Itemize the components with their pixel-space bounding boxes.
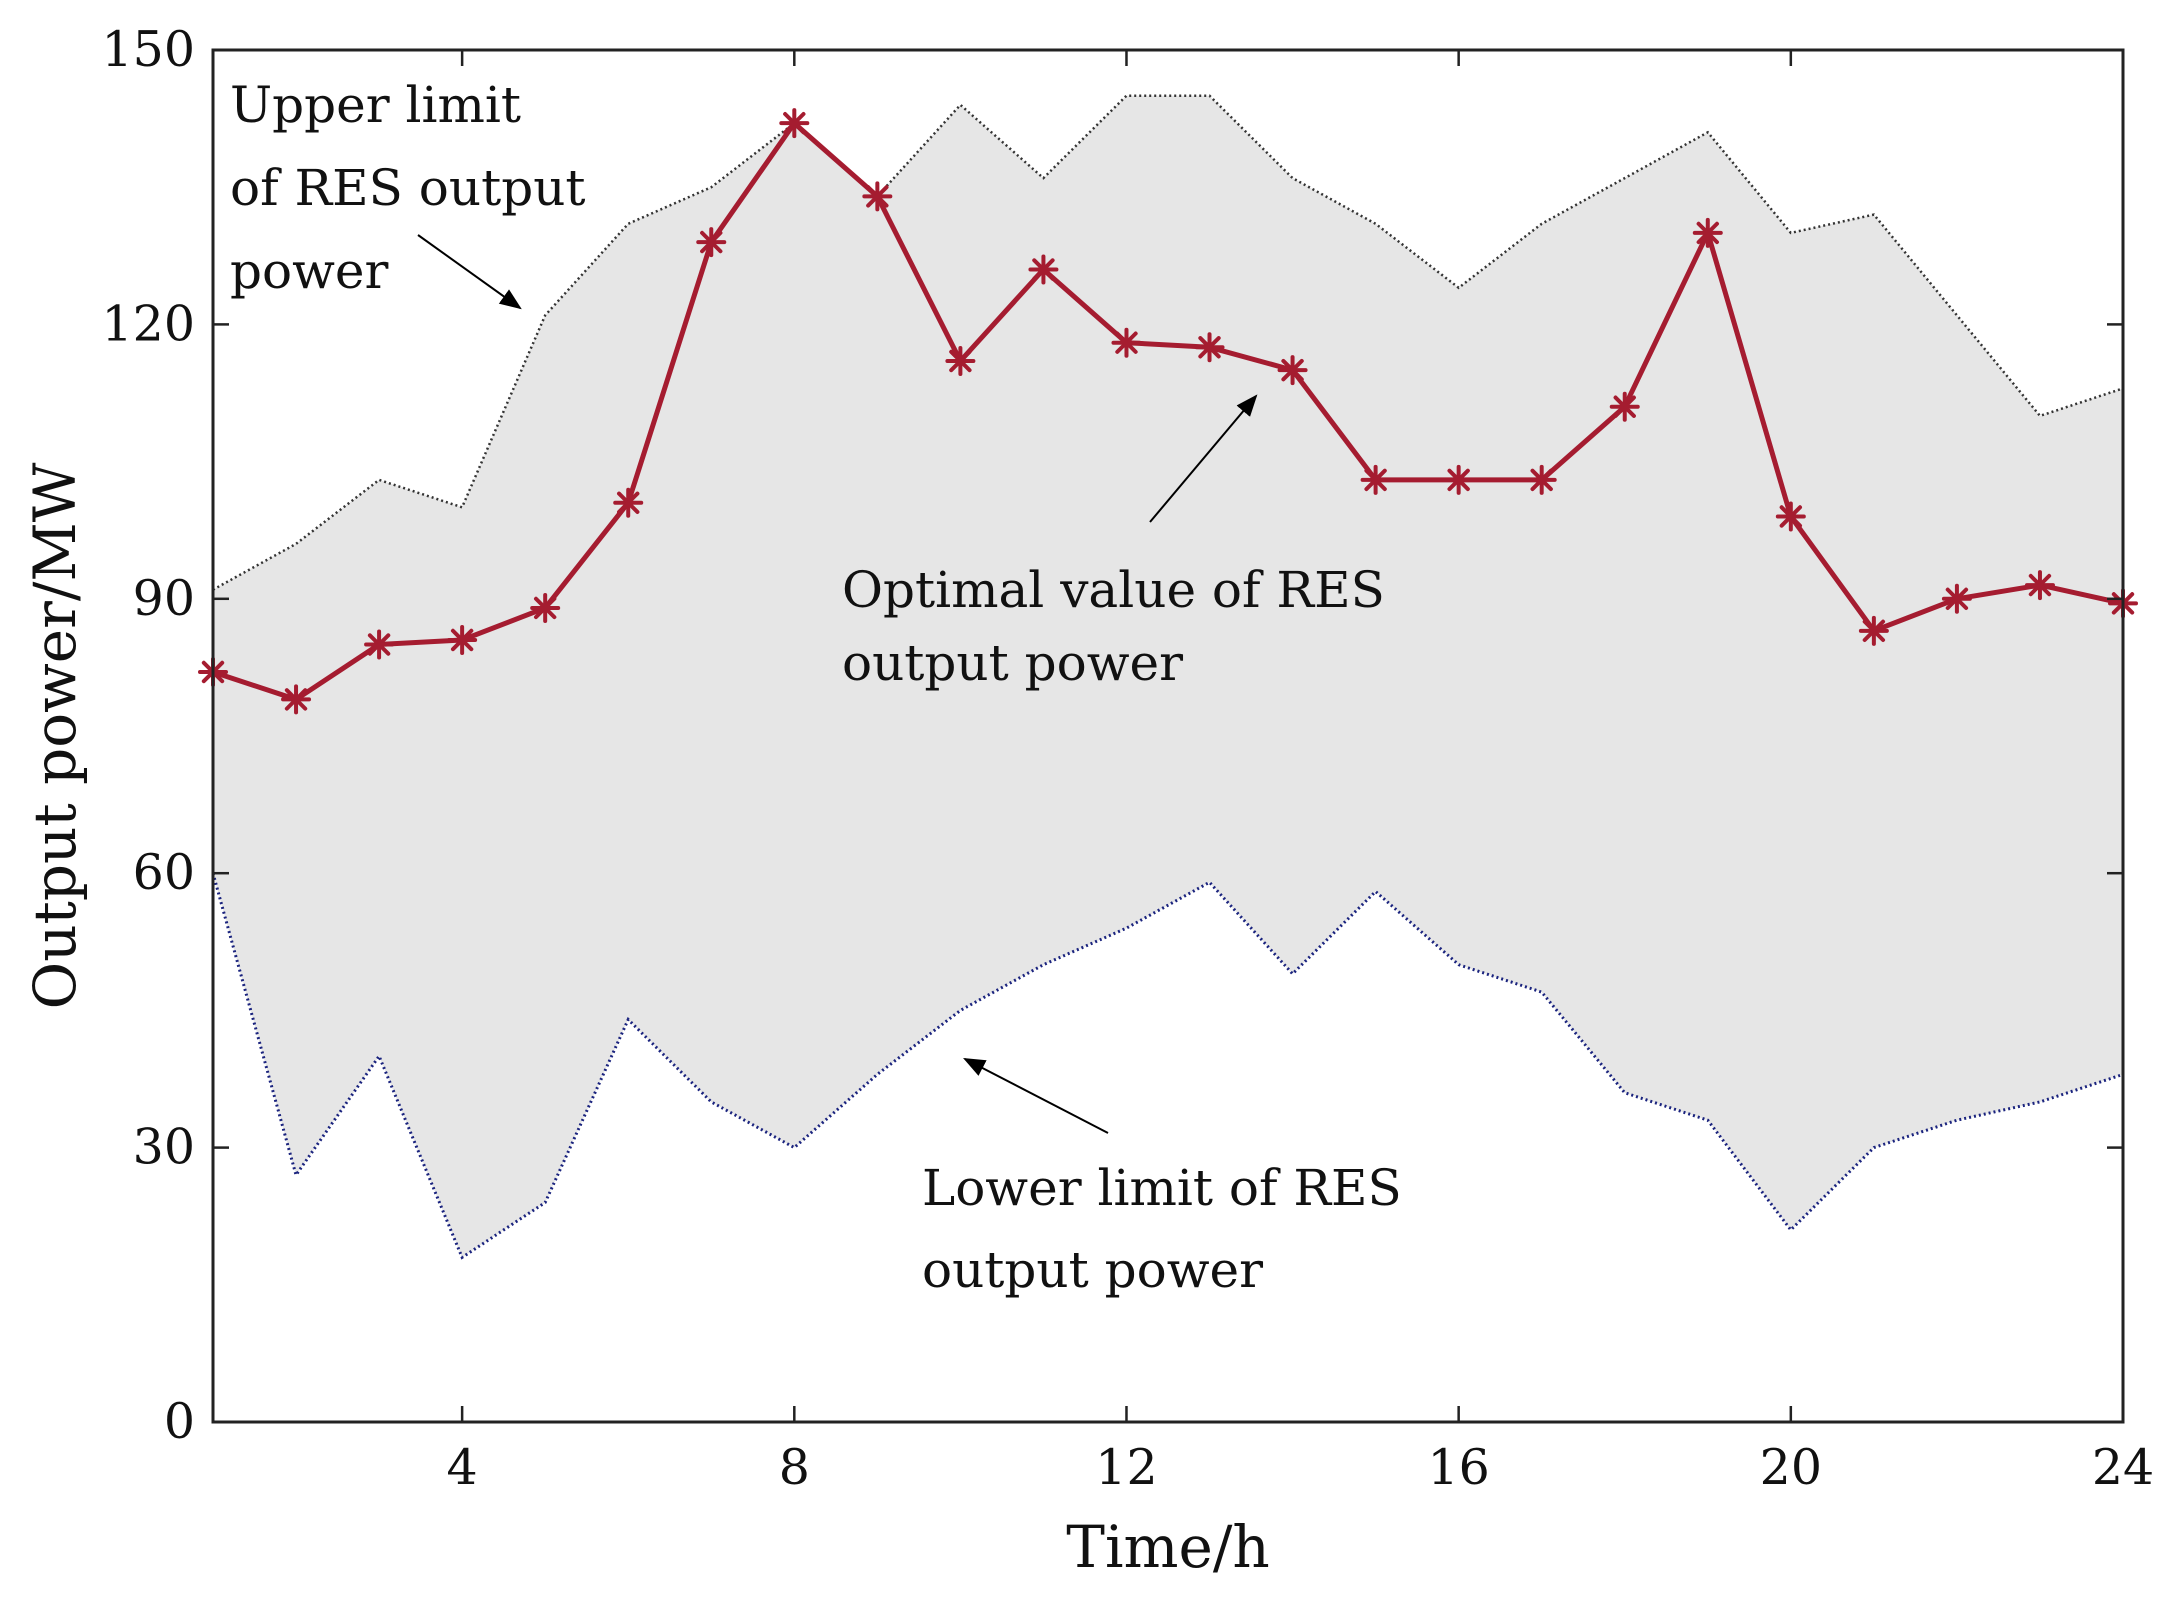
x-tick-label: 4: [447, 1439, 478, 1496]
optimal-value-point: [1775, 501, 1806, 532]
y-axis-label: Output power/MW: [21, 462, 89, 1009]
y-tick-label: 90: [133, 570, 195, 627]
annotation-lower-arrow: [963, 1057, 1109, 1134]
optimal-value-point: [1111, 327, 1142, 358]
optimal-value-point: [1360, 464, 1391, 495]
optimal-value-point: [1858, 615, 1889, 646]
optimal-value-point: [1443, 464, 1474, 495]
y-tick-label: 60: [133, 844, 195, 901]
annotation-upper-line-2: of RES output: [230, 159, 586, 217]
optimal-value-point: [1194, 332, 1225, 363]
x-tick-label: 24: [2092, 1439, 2154, 1496]
optimal-value-point: [281, 684, 312, 715]
optimal-value-point: [696, 227, 727, 258]
annotation-upper-limit: Upper limit of RES output power: [230, 76, 586, 310]
upper-limit-line: [212, 94, 2124, 591]
optimal-value-point: [447, 624, 478, 655]
annotation-upper-arrow: [417, 234, 522, 310]
optimal-value-point: [1277, 355, 1308, 386]
optimal-value-point: [2024, 570, 2055, 601]
y-tick-label: 0: [164, 1393, 195, 1450]
annotation-optimal-arrow: [1149, 394, 1258, 523]
plot-area-frame: [211, 48, 2125, 1424]
x-tick-label: 16: [1427, 1439, 1489, 1496]
optimal-value-point: [530, 592, 561, 623]
annotation-lower-line-1: Lower limit of RES: [922, 1159, 1402, 1217]
x-tick-label: 12: [1095, 1439, 1157, 1496]
optimal-value-point: [1526, 464, 1557, 495]
annotation-optimal-line-1: Optimal value of RES: [842, 561, 1385, 619]
annotation-lower-limit: Lower limit of RES output power: [922, 1057, 1402, 1299]
optimal-value-point: [1941, 583, 1972, 614]
lower-limit-line: [211, 872, 2124, 1260]
x-axis-label: Time/h: [1066, 1513, 1269, 1581]
annotation-lower-line-2: output power: [922, 1241, 1263, 1299]
optimal-value-point: [364, 629, 395, 660]
optimal-value-point: [1028, 254, 1059, 285]
annotation-optimal-line-2: output power: [842, 634, 1183, 692]
x-tick-label: 8: [779, 1439, 810, 1496]
range-band: [213, 95, 2123, 1258]
optimal-value-point: [945, 345, 976, 376]
optimal-value-point: [1692, 217, 1723, 248]
y-tick-label: 150: [101, 21, 195, 78]
y-tick-label: 30: [133, 1119, 195, 1176]
y-tick-label: 120: [101, 295, 195, 352]
optimal-value-point: [1609, 391, 1640, 422]
optimal-value-point: [613, 487, 644, 518]
annotation-upper-line-3: power: [230, 242, 388, 300]
optimal-value-point: [779, 108, 810, 139]
annotation-optimal-value: Optimal value of RES output power: [842, 394, 1385, 692]
annotation-upper-line-1: Upper limit: [230, 76, 521, 134]
x-tick-label: 20: [1760, 1439, 1822, 1496]
optimal-value-point: [862, 181, 893, 212]
optimal-value-line: [212, 120, 2124, 702]
